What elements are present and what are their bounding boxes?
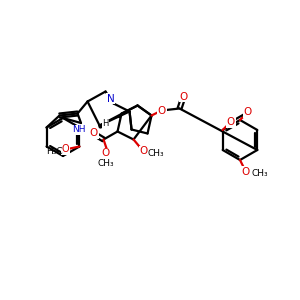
Text: O: O: [242, 167, 250, 177]
Text: NH: NH: [72, 125, 86, 134]
Text: H: H: [102, 119, 109, 128]
Text: O: O: [244, 107, 252, 117]
Text: O: O: [179, 92, 188, 101]
Text: CH₃: CH₃: [97, 159, 114, 168]
Text: CH₃: CH₃: [147, 149, 164, 158]
Text: O: O: [140, 146, 148, 157]
Text: O: O: [226, 117, 235, 127]
Text: O: O: [61, 145, 69, 154]
Text: O: O: [89, 128, 98, 139]
Text: CH₃: CH₃: [252, 169, 268, 178]
Text: N: N: [107, 94, 114, 103]
Text: O: O: [158, 106, 166, 116]
Text: O: O: [101, 148, 110, 158]
Text: H₃C: H₃C: [46, 147, 63, 156]
